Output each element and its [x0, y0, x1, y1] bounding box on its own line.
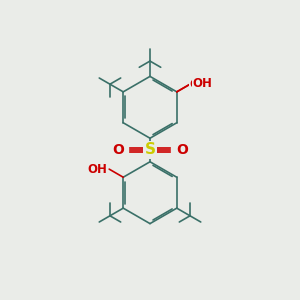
Text: O: O	[190, 78, 200, 91]
Text: OH: OH	[192, 77, 212, 90]
Text: OH: OH	[88, 163, 108, 176]
Text: O: O	[176, 143, 188, 157]
Text: O: O	[112, 143, 124, 157]
Text: H: H	[193, 79, 202, 89]
Text: S: S	[145, 142, 155, 158]
